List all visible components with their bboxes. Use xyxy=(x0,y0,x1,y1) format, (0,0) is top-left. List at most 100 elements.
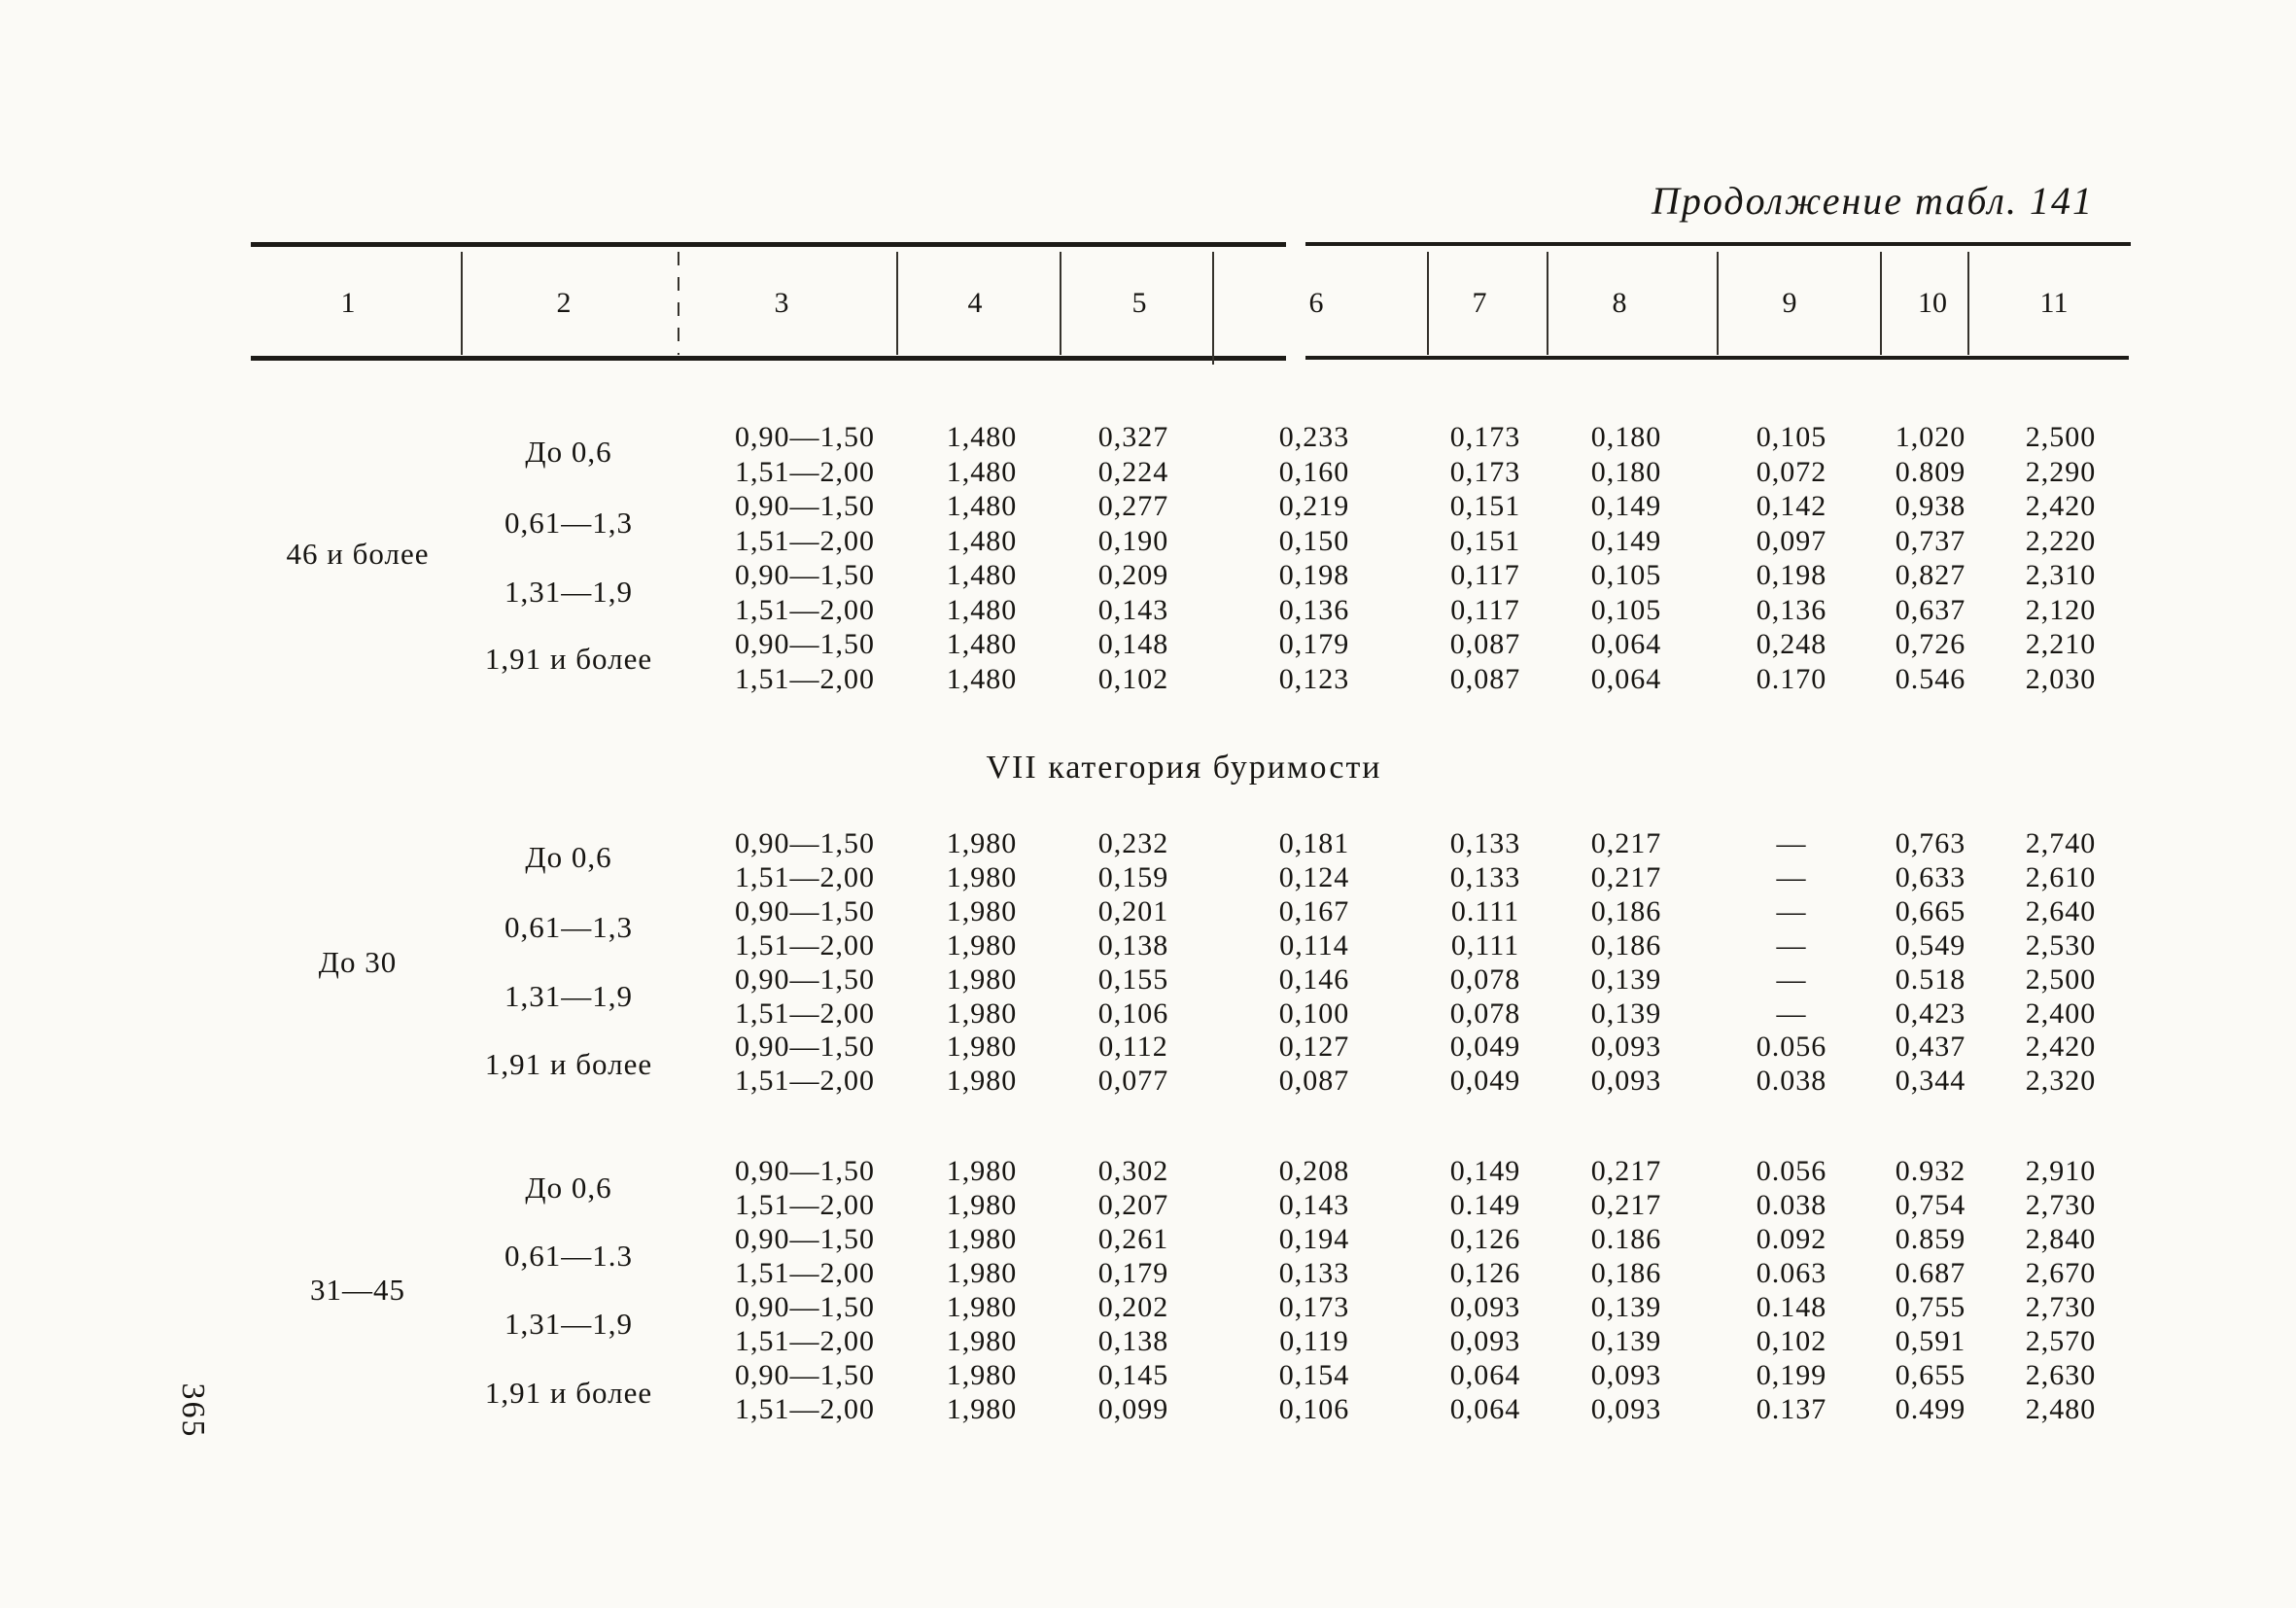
table-cell: 0,117 xyxy=(1450,593,1520,626)
table-cell: 0,049 xyxy=(1449,1031,1521,1064)
table-cell: — xyxy=(1776,894,1807,927)
table-cell: — xyxy=(1776,860,1807,893)
table-cell: 0,154 xyxy=(1278,1359,1350,1391)
row-group-label: 46 и более xyxy=(286,537,430,571)
table-cell: 2,500 xyxy=(2025,421,2097,453)
table-cell: 0,136 xyxy=(1278,593,1350,626)
table-cell: 0,126 xyxy=(1449,1257,1521,1289)
table-cell: 1,51—2,00 xyxy=(735,1065,875,1098)
table-cell: 0.038 xyxy=(1756,1065,1827,1098)
table-cell: 0,087 xyxy=(1449,662,1521,695)
table-cell: 0.687 xyxy=(1895,1257,1966,1289)
table-cell: 0,106 xyxy=(1278,1393,1350,1425)
subgroup-label: 1,31—1,9 xyxy=(504,979,633,1013)
table-cell: 0,151 xyxy=(1449,524,1521,557)
table-cell: 0,159 xyxy=(1097,860,1169,893)
table-cell: 0,209 xyxy=(1097,559,1169,591)
table-cell: 1,980 xyxy=(946,1257,1018,1289)
table-cell: 2,290 xyxy=(2025,455,2097,488)
table-cell: 0,186 xyxy=(1590,928,1662,961)
table-cell: 2,730 xyxy=(2025,1291,2097,1323)
table-cell: 0,827 xyxy=(1895,559,1966,591)
table-cell: 0,064 xyxy=(1449,1359,1521,1391)
column-header-3: 3 xyxy=(774,287,789,319)
table-cell: 2,840 xyxy=(2025,1223,2097,1255)
table-cell: 0.186 xyxy=(1590,1223,1662,1255)
subgroup-label: До 0,6 xyxy=(525,1171,612,1205)
table-cell: 1,51—2,00 xyxy=(735,1325,875,1357)
table-cell: 0,186 xyxy=(1590,1257,1662,1289)
table-cell: 1,51—2,00 xyxy=(735,1257,875,1289)
table-cell: 0,633 xyxy=(1895,860,1966,893)
table-cell: 0,90—1,50 xyxy=(735,421,875,453)
table-cell: 0,138 xyxy=(1097,1325,1169,1357)
column-header-7: 7 xyxy=(1472,287,1487,319)
table-cell: 0,151 xyxy=(1449,490,1521,522)
table-cell: 2,480 xyxy=(2025,1393,2097,1425)
table-cell: 2,570 xyxy=(2025,1325,2097,1357)
table-cell: 0,173 xyxy=(1449,455,1521,488)
table-cell: 0.056 xyxy=(1756,1155,1827,1187)
table-cell: 0,078 xyxy=(1449,996,1521,1030)
table-cell: 0,90—1,50 xyxy=(735,1155,875,1187)
table-cell: 1,980 xyxy=(946,928,1018,961)
header-bottom-border-left xyxy=(251,356,1286,361)
table-cell: — xyxy=(1776,827,1807,859)
table-cell: 0,344 xyxy=(1895,1065,1966,1098)
table-cell: 1,51—2,00 xyxy=(735,996,875,1030)
table-cell: 0,233 xyxy=(1278,421,1350,453)
table-cell: 0,114 xyxy=(1279,928,1349,961)
table-cell: 0.546 xyxy=(1895,662,1966,695)
table-cell: 0,133 xyxy=(1278,1257,1350,1289)
table-cell: 0,201 xyxy=(1097,894,1169,927)
table-cell: 0.149 xyxy=(1449,1189,1521,1221)
table-cell: 0,224 xyxy=(1097,455,1169,488)
column-separator xyxy=(896,252,898,355)
table-cell: 0,423 xyxy=(1895,996,1966,1030)
table-cell: 0,143 xyxy=(1278,1189,1350,1221)
table-cell: 1,51—2,00 xyxy=(735,593,875,626)
row-group-label: До 30 xyxy=(318,945,398,979)
table-cell: 0,90—1,50 xyxy=(735,1291,875,1323)
table-cell: 0.137 xyxy=(1756,1393,1827,1425)
table-cell: 0.148 xyxy=(1756,1291,1827,1323)
table-cell: 0,064 xyxy=(1590,662,1662,695)
table-cell: 0,549 xyxy=(1895,928,1966,961)
header-bottom-border-right xyxy=(1305,356,2129,360)
table-cell: 0,90—1,50 xyxy=(735,827,875,859)
table-cell: 0,655 xyxy=(1895,1359,1966,1391)
table-cell: 2,420 xyxy=(2025,1031,2097,1064)
table-cell: 0,160 xyxy=(1278,455,1350,488)
subgroup-label: 0,61—1.3 xyxy=(504,1239,633,1273)
table-cell: 1,51—2,00 xyxy=(735,662,875,695)
column-header-9: 9 xyxy=(1782,287,1797,319)
table-cell: 0,261 xyxy=(1097,1223,1169,1255)
table-cell: 0,198 xyxy=(1756,559,1827,591)
table-cell: 0,064 xyxy=(1449,1393,1521,1425)
table-cell: 0,106 xyxy=(1097,996,1169,1030)
subgroup-label: До 0,6 xyxy=(525,435,612,469)
table-cell: 0,105 xyxy=(1590,593,1662,626)
table-cell: 0,173 xyxy=(1449,421,1521,453)
header-top-border-right xyxy=(1305,242,2131,246)
table-cell: 0,102 xyxy=(1097,662,1169,695)
table-cell: 0,248 xyxy=(1756,628,1827,660)
header-top-border-left xyxy=(251,242,1286,247)
table-cell: 2,530 xyxy=(2025,928,2097,961)
table-cell: 1,980 xyxy=(946,1291,1018,1323)
table-cell: 0,149 xyxy=(1449,1155,1521,1187)
table-cell: 0,123 xyxy=(1278,662,1350,695)
table-cell: 0.056 xyxy=(1756,1031,1827,1064)
table-cell: 0,181 xyxy=(1278,827,1350,859)
table-cell: 0,327 xyxy=(1097,421,1169,453)
table-cell: 2,630 xyxy=(2025,1359,2097,1391)
table-cell: 0,726 xyxy=(1895,628,1966,660)
table-cell: 0,138 xyxy=(1097,928,1169,961)
table-cell: 0,133 xyxy=(1449,860,1521,893)
table-cell: 0,186 xyxy=(1590,894,1662,927)
table-cell: 0,126 xyxy=(1449,1223,1521,1255)
table-cell: 0,217 xyxy=(1590,827,1662,859)
table-cell: 1,480 xyxy=(946,524,1018,557)
table-cell: 0,155 xyxy=(1097,962,1169,996)
